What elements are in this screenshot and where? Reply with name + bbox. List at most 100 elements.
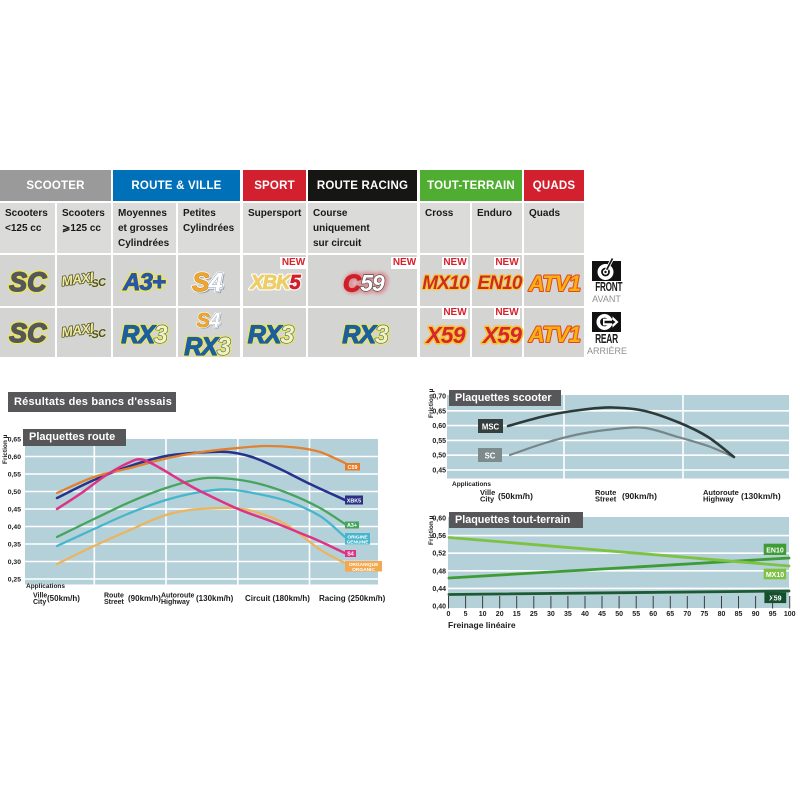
svg-text:S4: S4	[192, 267, 223, 297]
svg-text:100: 100	[784, 611, 796, 618]
svg-text:40: 40	[581, 611, 589, 618]
svg-text:SC: SC	[9, 318, 47, 348]
svg-text:85: 85	[735, 611, 743, 618]
svg-text:ATV1: ATV1	[528, 322, 581, 347]
svg-text:MX10: MX10	[422, 273, 470, 294]
svg-text:0,25: 0,25	[8, 577, 21, 584]
svg-text:MX10: MX10	[766, 572, 784, 579]
svg-text:City: City	[33, 599, 46, 606]
svg-text:0,60: 0,60	[8, 454, 21, 461]
svg-text:Street: Street	[595, 495, 617, 504]
svg-text:0,56: 0,56	[432, 533, 446, 540]
svg-text:(90km/h): (90km/h)	[622, 491, 657, 501]
svg-text:Racing (250km/h): Racing (250km/h)	[319, 594, 386, 603]
svg-text:SC: SC	[485, 451, 496, 460]
svg-text:0,48: 0,48	[432, 568, 446, 575]
svg-text:0,52: 0,52	[432, 551, 446, 558]
svg-text:City: City	[480, 495, 495, 504]
svg-text:15: 15	[513, 611, 521, 618]
svg-text:RX: RX	[121, 321, 156, 349]
svg-text:X59: X59	[769, 596, 782, 603]
svg-text:RX: RX	[184, 333, 219, 361]
svg-text:25: 25	[530, 611, 538, 618]
svg-text:20: 20	[496, 611, 504, 618]
svg-text:Applications: Applications	[26, 583, 65, 590]
svg-text:0,45: 0,45	[8, 507, 21, 514]
svg-text:ATV1: ATV1	[528, 271, 581, 296]
svg-text:ORGANIQUE: ORGANIQUE	[349, 562, 379, 568]
svg-text:MAXI: MAXI	[60, 270, 94, 289]
svg-text:(130km/h): (130km/h)	[196, 594, 234, 603]
svg-text:SC: SC	[9, 267, 47, 297]
svg-text:30: 30	[547, 611, 555, 618]
svg-text:0,70: 0,70	[432, 394, 446, 401]
svg-text:50: 50	[615, 611, 623, 618]
svg-text:35: 35	[564, 611, 572, 618]
svg-text:X59: X59	[481, 322, 523, 348]
svg-text:Route: Route	[104, 593, 124, 600]
svg-text:5: 5	[464, 611, 468, 618]
svg-text:3: 3	[154, 321, 168, 349]
svg-text:0,44: 0,44	[432, 586, 446, 593]
svg-text:S4: S4	[198, 311, 222, 333]
svg-text:RX: RX	[184, 333, 219, 361]
svg-text:RX: RX	[342, 321, 377, 349]
svg-text:S4: S4	[197, 310, 221, 332]
svg-text:X59: X59	[424, 322, 466, 348]
svg-text:XBK5: XBK5	[347, 498, 361, 504]
svg-text:3: 3	[217, 333, 231, 361]
svg-text:S4: S4	[347, 552, 354, 558]
svg-text:C59: C59	[348, 465, 358, 471]
svg-text:0,55: 0,55	[8, 472, 21, 479]
svg-text:0,65: 0,65	[8, 437, 21, 444]
svg-text:A3+: A3+	[122, 269, 166, 296]
svg-text:MAXI: MAXI	[60, 321, 94, 340]
svg-text:3: 3	[280, 321, 294, 349]
svg-text:3: 3	[375, 321, 389, 349]
svg-text:0,35: 0,35	[8, 542, 21, 549]
svg-text:75: 75	[701, 611, 709, 618]
svg-text:XBK5: XBK5	[249, 272, 301, 294]
svg-text:0,45: 0,45	[432, 468, 446, 475]
svg-text:Applications: Applications	[452, 481, 491, 488]
svg-text:0,65: 0,65	[432, 408, 446, 415]
svg-text:Highway: Highway	[161, 599, 190, 606]
svg-text:3: 3	[375, 321, 389, 349]
svg-text:S4: S4	[197, 310, 221, 332]
svg-text:3: 3	[217, 333, 231, 361]
svg-text:(50km/h): (50km/h)	[47, 594, 80, 603]
svg-text:C59: C59	[345, 270, 385, 296]
svg-text:0,60: 0,60	[432, 423, 446, 430]
svg-text:Circuit (180km/h): Circuit (180km/h)	[245, 594, 310, 603]
svg-text:Route: Route	[595, 488, 616, 497]
svg-text:80: 80	[718, 611, 726, 618]
svg-text:C: C	[343, 271, 361, 298]
svg-text:ORIGINE: ORIGINE	[347, 534, 368, 540]
svg-text:EN10: EN10	[766, 547, 784, 554]
svg-text:95: 95	[769, 611, 777, 618]
svg-text:GENUINE: GENUINE	[347, 539, 370, 545]
svg-text:(130km/h): (130km/h)	[741, 491, 781, 501]
svg-text:90: 90	[752, 611, 760, 618]
svg-text:70: 70	[683, 611, 691, 618]
svg-text:SC: SC	[9, 267, 47, 297]
svg-text:Autoroute: Autoroute	[703, 488, 739, 497]
svg-text:0,40: 0,40	[8, 524, 21, 531]
svg-text:3: 3	[280, 321, 294, 349]
svg-text:MSC: MSC	[482, 422, 500, 431]
svg-text:0,55: 0,55	[432, 438, 446, 445]
svg-text:0,60: 0,60	[432, 516, 446, 523]
svg-text:0: 0	[447, 611, 451, 618]
svg-text:60: 60	[649, 611, 657, 618]
svg-text:-SC: -SC	[88, 327, 108, 342]
svg-text:A3+: A3+	[122, 269, 166, 296]
svg-text:0,50: 0,50	[432, 453, 446, 460]
svg-text:10: 10	[479, 611, 487, 618]
svg-text:S4: S4	[194, 269, 225, 299]
svg-text:EN10: EN10	[477, 273, 523, 294]
svg-text:65: 65	[666, 611, 674, 618]
svg-text:55: 55	[632, 611, 640, 618]
svg-text:Street: Street	[104, 599, 125, 606]
svg-text:Ville: Ville	[33, 593, 47, 600]
svg-text:-SC: -SC	[88, 276, 108, 291]
